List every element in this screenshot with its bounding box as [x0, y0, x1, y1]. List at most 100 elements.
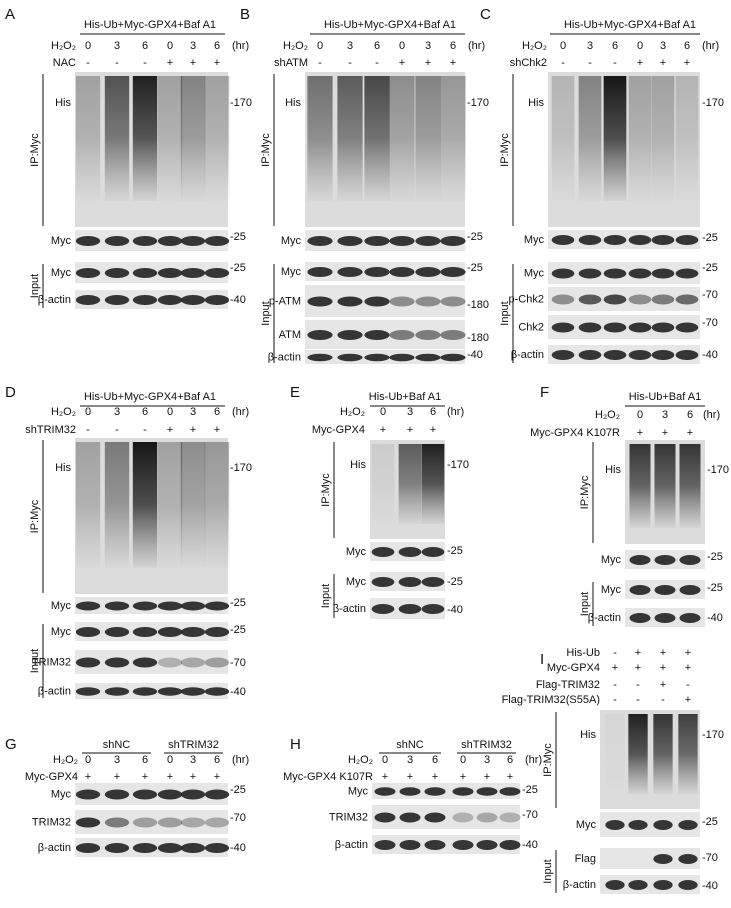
smear	[157, 442, 183, 568]
mw-marker: -40	[230, 686, 246, 698]
condition-label: Myc-GPX4	[25, 771, 78, 783]
band	[653, 880, 673, 890]
panel-letter: C	[480, 6, 491, 23]
condition-value: 3	[660, 40, 666, 52]
mw-marker: -70	[702, 317, 718, 329]
blot-label: β-actin	[38, 294, 71, 306]
mw-marker: -25	[230, 231, 246, 243]
band	[628, 880, 648, 890]
band	[75, 268, 101, 278]
condition-label: H₂O₂	[53, 754, 78, 766]
condition-value: 3	[114, 40, 120, 52]
condition-value: -	[375, 57, 379, 69]
band	[180, 817, 206, 828]
smear	[629, 444, 651, 528]
blot-label: ATM	[279, 329, 301, 341]
section-label: Input	[499, 301, 511, 325]
band	[104, 687, 130, 696]
condition-value: +	[142, 771, 148, 783]
condition-value: -	[636, 679, 640, 691]
mw-marker: -25	[707, 551, 723, 563]
band	[551, 235, 575, 245]
smear	[421, 444, 445, 524]
band	[371, 604, 395, 614]
band	[132, 789, 158, 800]
blot-label: p-ATM	[269, 295, 301, 307]
blot-label: Myc	[524, 234, 545, 246]
condition-value: +	[687, 427, 693, 439]
blot-label: Myc	[51, 788, 72, 800]
band	[415, 267, 441, 277]
band	[651, 235, 675, 245]
panel-header: His-Ub+Baf A1	[629, 391, 701, 403]
smear	[628, 76, 652, 201]
band	[157, 268, 183, 278]
band	[440, 267, 466, 277]
condition-value: +	[190, 57, 196, 69]
blot-label: TRIM32	[32, 816, 71, 828]
condition-value: +	[167, 771, 173, 783]
band	[678, 880, 698, 890]
band	[424, 840, 446, 850]
condition-value: 0	[637, 40, 643, 52]
band	[204, 627, 230, 637]
blot	[75, 810, 228, 834]
smear	[651, 76, 675, 201]
blot-label: Flag	[575, 853, 596, 865]
mw-marker: -25	[707, 582, 723, 594]
condition-value: 3	[407, 406, 413, 418]
section-label: Input	[260, 301, 272, 325]
band	[104, 236, 130, 246]
band	[204, 843, 230, 853]
band	[675, 350, 699, 360]
smear	[75, 442, 101, 568]
band	[132, 657, 158, 668]
mw-marker: -70	[230, 657, 246, 669]
band	[551, 350, 575, 360]
band	[679, 555, 701, 565]
condition-value: 3	[190, 754, 196, 766]
band	[337, 267, 363, 277]
band	[337, 330, 363, 340]
condition-value: +	[190, 424, 196, 436]
smear	[653, 714, 673, 794]
band	[499, 840, 521, 850]
band	[75, 687, 101, 696]
mw-marker: -170	[702, 729, 724, 741]
section-label: IP:Myc	[260, 133, 272, 167]
band	[389, 267, 415, 277]
band	[132, 687, 158, 696]
blot-label: β-actin	[511, 349, 544, 361]
blot-label: Myc	[281, 235, 302, 247]
band	[551, 294, 575, 305]
band	[603, 235, 627, 245]
section-label: Input	[29, 274, 41, 298]
band	[629, 613, 651, 623]
condition-label: H₂O₂	[522, 40, 547, 52]
smear	[654, 444, 676, 528]
mw-marker: -40	[707, 612, 723, 624]
condition-value: 3	[425, 40, 431, 52]
condition-value: +	[660, 662, 666, 674]
mw-marker: -40	[522, 839, 538, 851]
band	[157, 627, 183, 637]
band	[440, 296, 466, 307]
band	[180, 627, 206, 637]
blot-label: β-actin	[268, 351, 301, 363]
band	[374, 812, 396, 823]
band	[399, 787, 421, 796]
panel-header: His-Ub+Baf A1	[369, 391, 441, 403]
condition-value: +	[214, 424, 220, 436]
panel-letter: G	[5, 736, 17, 753]
band	[75, 657, 101, 668]
condition-value: -	[318, 57, 322, 69]
smear	[628, 714, 648, 794]
smear	[364, 76, 390, 201]
band	[476, 840, 498, 850]
band	[104, 843, 130, 853]
band	[603, 350, 627, 360]
band	[104, 601, 130, 611]
band	[424, 787, 446, 796]
band	[132, 601, 158, 611]
